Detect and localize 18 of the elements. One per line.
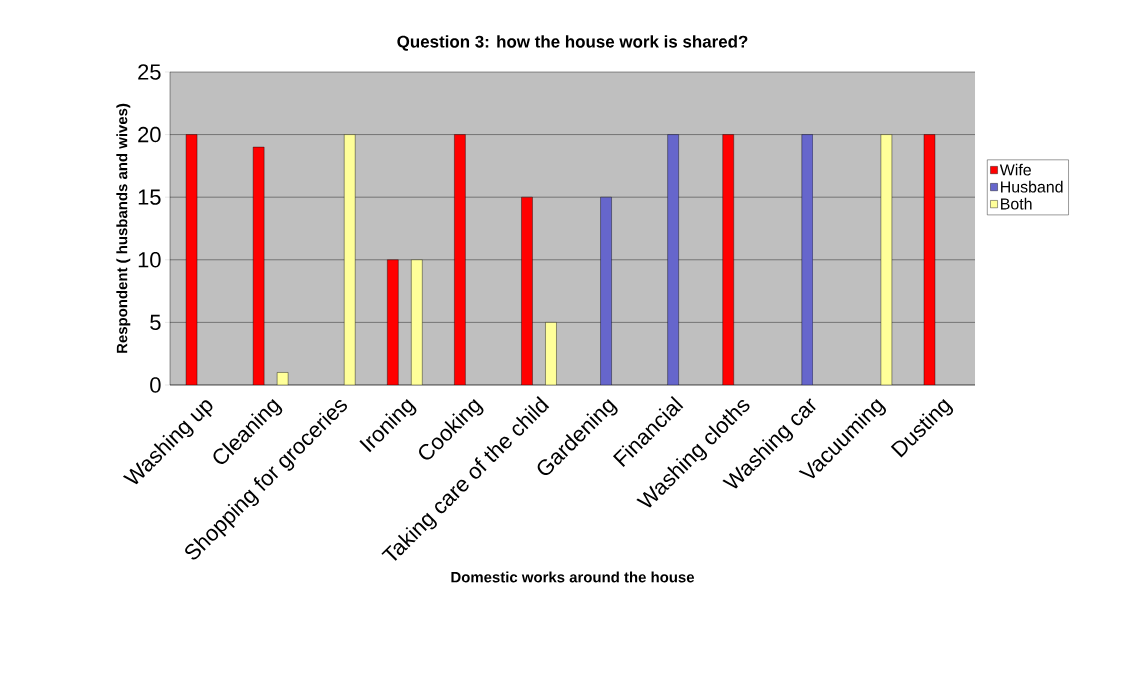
legend-label: Both (1001, 197, 1032, 210)
x-axis-title: Domestic works around the house (451, 571, 695, 583)
y-tick-label: 25 (138, 64, 161, 80)
y-tick-label: 10 (138, 252, 161, 268)
y-tick-label: 0 (150, 377, 161, 393)
y-tick-label: 20 (138, 126, 161, 143)
bar (521, 196, 533, 385)
legend-label: Wife (999, 163, 1031, 176)
chart-title: Question 3: how the house work is shared? (397, 35, 748, 51)
y-tick-label: 15 (138, 189, 161, 205)
y-tick-label: 5 (150, 314, 161, 331)
bar (722, 134, 734, 385)
bar (454, 134, 466, 385)
bar (387, 259, 399, 385)
y-axis-title: Respondent ( husbands and wives) (116, 103, 131, 353)
legend-label: Husband (1001, 180, 1063, 193)
bar (344, 134, 356, 385)
bar (411, 259, 423, 385)
